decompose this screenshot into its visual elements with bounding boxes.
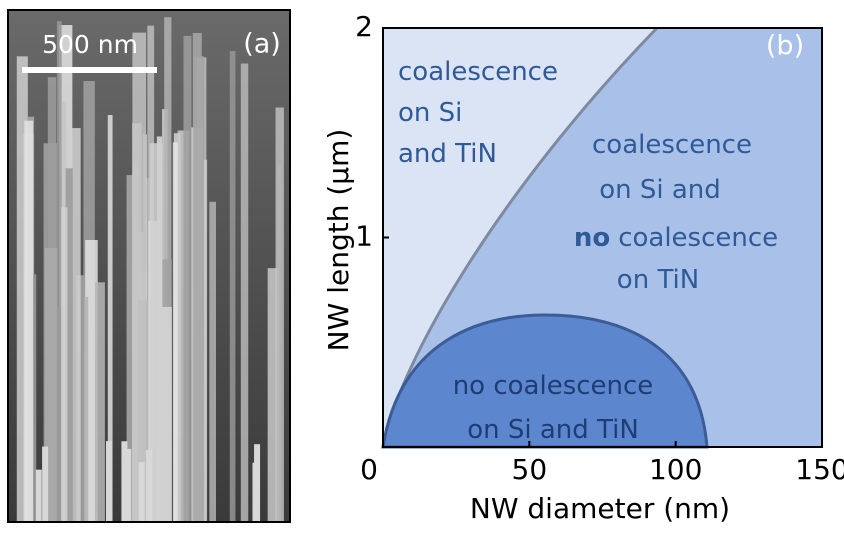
- y-tick-label: 1: [355, 220, 373, 253]
- region-text: coalescence: [398, 57, 558, 87]
- region-text: and TiN: [398, 139, 497, 169]
- x-tick-label: 50: [512, 453, 548, 486]
- nanowire: [95, 282, 105, 522]
- nanowire: [241, 64, 248, 522]
- nanowire: [84, 297, 88, 522]
- nanowire-stub: [121, 441, 127, 521]
- nanowire: [230, 51, 236, 522]
- panel-label: (a): [243, 29, 281, 60]
- nanowire-stub: [106, 441, 112, 521]
- text-line: coalescence: [398, 57, 558, 87]
- text-line: on Si: [398, 98, 462, 128]
- panel-label: (b): [766, 31, 804, 62]
- nanowire-stub: [254, 444, 260, 524]
- nanowire-stub: [146, 450, 152, 530]
- scale-bar-label: 500 nm: [42, 30, 138, 59]
- region-text: on Si: [398, 98, 462, 128]
- y-tick-label: 2: [355, 10, 373, 43]
- nanowire: [57, 21, 62, 522]
- text-line: no coalescence: [453, 371, 654, 401]
- x-tick-label: 0: [360, 453, 378, 486]
- nanowire: [209, 202, 216, 522]
- nanowire: [24, 121, 33, 522]
- region-text: no coalescence: [574, 223, 778, 253]
- region-text: on TiN: [617, 265, 699, 295]
- region-text: on Si and TiN: [467, 415, 639, 445]
- nanowire: [132, 33, 146, 522]
- figure: 500 nm (a) (b) coalescence on Si and TiN…: [0, 0, 844, 530]
- phase-diagram: (b) coalescence on Si and TiN coalescenc…: [322, 28, 822, 525]
- x-tick-label: 150: [795, 453, 844, 486]
- text-line: coalescence: [592, 130, 752, 160]
- nanowire: [61, 207, 67, 522]
- nanowire: [183, 36, 191, 522]
- nanowire: [173, 142, 178, 522]
- y-axis-label: NW length (µm): [322, 129, 355, 352]
- x-axis-label: NW diameter (nm): [470, 492, 730, 525]
- sem-image: [8, 10, 290, 530]
- text-line: on TiN: [617, 265, 699, 295]
- region-text: no coalescence: [453, 371, 654, 401]
- nanowire-stub: [42, 447, 48, 527]
- nanowire-stub: [139, 462, 145, 530]
- text-line: on Si and TiN: [467, 415, 639, 445]
- nanowire-stub: [36, 470, 42, 530]
- text-line: on Si and: [599, 175, 721, 205]
- region-text: on Si and: [599, 175, 721, 205]
- nanowire: [193, 56, 204, 522]
- bold-word: no: [574, 223, 610, 253]
- text-line: coalescence: [618, 223, 778, 253]
- nanowire: [277, 164, 281, 522]
- text-line: and TiN: [398, 139, 497, 169]
- region-text: coalescence: [592, 130, 752, 160]
- x-tick-label: 100: [649, 453, 702, 486]
- nanowire: [162, 307, 172, 522]
